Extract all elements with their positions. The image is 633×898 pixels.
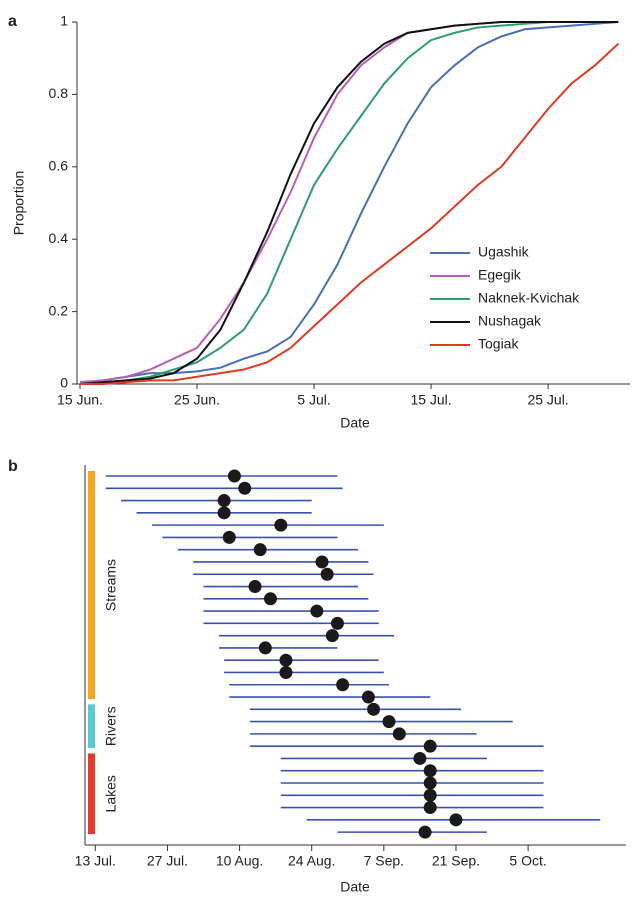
x-tick-label: 21 Sep. xyxy=(432,853,480,869)
y-tick-label: 0.2 xyxy=(49,302,69,318)
median-dot xyxy=(423,801,437,815)
median-dot xyxy=(423,739,437,753)
median-dot xyxy=(238,481,252,495)
median-dot xyxy=(253,543,267,557)
median-dot xyxy=(315,555,329,569)
legend-label: Ugashik xyxy=(478,244,530,260)
x-tick-label: 5 Oct. xyxy=(509,853,546,869)
median-dot xyxy=(263,592,277,606)
group-bar xyxy=(88,753,95,835)
median-dot xyxy=(423,776,437,790)
median-dot xyxy=(423,788,437,802)
median-dot xyxy=(361,690,375,704)
y-tick-label: 0.8 xyxy=(49,85,69,101)
median-dot xyxy=(217,506,231,520)
group-bar xyxy=(88,471,95,700)
median-dot xyxy=(330,616,344,630)
median-dot xyxy=(449,813,463,827)
legend-label: Egegik xyxy=(478,267,522,283)
x-tick-label: 13 Jul. xyxy=(75,853,116,869)
panel-label: b xyxy=(8,458,18,475)
x-tick-label: 24 Aug. xyxy=(288,853,336,869)
legend-label: Nushagak xyxy=(478,313,542,329)
x-tick-label: 10 Aug. xyxy=(216,853,264,869)
legend-label: Togiak xyxy=(478,336,519,352)
median-dot xyxy=(227,469,241,483)
median-dot xyxy=(258,641,272,655)
group-bar xyxy=(88,704,95,749)
median-dot xyxy=(279,653,293,667)
y-tick-label: 1 xyxy=(60,13,68,29)
y-tick-label: 0.4 xyxy=(49,230,69,246)
series-line xyxy=(79,21,619,385)
group-label: Streams xyxy=(103,559,119,611)
series-line xyxy=(80,42,619,385)
x-axis-label: Date xyxy=(340,415,370,431)
median-dot xyxy=(222,530,236,544)
series-line xyxy=(79,21,619,385)
group-label: Lakes xyxy=(103,775,119,812)
median-dot xyxy=(320,567,334,581)
x-axis-label: Date xyxy=(340,879,370,895)
median-dot xyxy=(392,727,406,741)
x-tick-label: 25 Jun. xyxy=(174,392,220,408)
median-dot xyxy=(336,678,350,692)
median-dot xyxy=(418,825,432,839)
median-dot xyxy=(217,494,231,508)
y-tick-label: 0 xyxy=(60,375,68,391)
median-dot xyxy=(310,604,324,618)
x-tick-label: 7 Sep. xyxy=(364,853,404,869)
median-dot xyxy=(423,764,437,778)
panel-label: a xyxy=(8,13,17,30)
median-dot xyxy=(413,751,427,765)
median-dot xyxy=(274,518,288,532)
x-tick-label: 27 Jul. xyxy=(147,853,188,869)
x-tick-label: 25 Jul. xyxy=(527,392,568,408)
x-tick-label: 15 Jun. xyxy=(57,392,103,408)
median-dot xyxy=(367,702,381,716)
legend-label: Naknek-Kvichak xyxy=(478,290,580,306)
median-dot xyxy=(248,580,262,594)
median-dot xyxy=(325,629,339,643)
group-label: Rivers xyxy=(103,706,119,746)
y-tick-label: 0.6 xyxy=(49,158,69,174)
median-dot xyxy=(279,665,293,679)
median-dot xyxy=(382,715,396,729)
x-tick-label: 5 Jul. xyxy=(297,392,330,408)
y-axis-label: Proportion xyxy=(11,171,27,236)
x-tick-label: 15 Jul. xyxy=(410,392,451,408)
